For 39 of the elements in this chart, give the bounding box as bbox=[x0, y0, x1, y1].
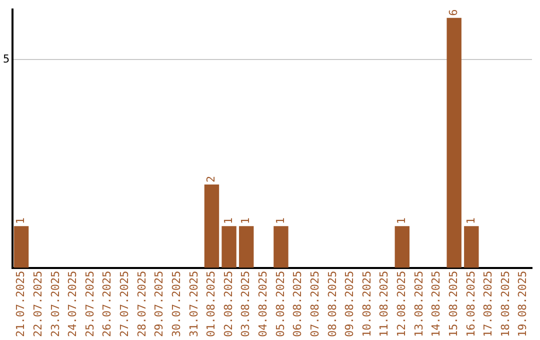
x-tick-label: 18.08.2025 bbox=[498, 270, 512, 338]
x-tick-label: 16.08.2025 bbox=[464, 270, 478, 338]
x-tick-label: 17.08.2025 bbox=[482, 270, 495, 338]
x-tick-label: 30.07.2025 bbox=[170, 270, 183, 338]
x-tick-label: 08.08.2025 bbox=[326, 270, 339, 338]
data-label: 1 bbox=[239, 218, 252, 224]
y-tick-label: 5 bbox=[3, 52, 10, 66]
x-tick-label: 21.07.2025 bbox=[14, 270, 28, 338]
x-tick-label: 22.07.2025 bbox=[31, 270, 44, 338]
x-tick-label: 15.08.2025 bbox=[446, 270, 460, 338]
x-tick-label: 29.07.2025 bbox=[152, 270, 166, 338]
x-tick-label: 13.08.2025 bbox=[412, 270, 426, 338]
data-label: 2 bbox=[204, 176, 218, 182]
x-tick-label: 31.07.2025 bbox=[187, 270, 200, 338]
x-tick-label: 27.07.2025 bbox=[118, 270, 132, 338]
data-label: 1 bbox=[222, 218, 235, 224]
data-label: 1 bbox=[14, 218, 28, 224]
x-tick-label: 25.07.2025 bbox=[83, 270, 96, 338]
x-tick-label: 06.08.2025 bbox=[291, 270, 304, 338]
x-tick-label: 26.07.2025 bbox=[100, 270, 114, 338]
data-label: 1 bbox=[395, 218, 408, 224]
x-tick-label: 10.08.2025 bbox=[360, 270, 374, 338]
x-tick-label: 01.08.2025 bbox=[204, 270, 218, 338]
data-label: 6 bbox=[446, 9, 460, 16]
x-tick-label: 09.08.2025 bbox=[343, 270, 356, 338]
x-tick-label: 04.08.2025 bbox=[256, 270, 270, 338]
x-tick-label: 11.08.2025 bbox=[378, 270, 391, 338]
x-tick-label: 28.07.2025 bbox=[135, 270, 148, 338]
x-tick-label: 05.08.2025 bbox=[274, 270, 287, 338]
x-tick-label: 02.08.2025 bbox=[222, 270, 235, 338]
x-tick-label: 14.08.2025 bbox=[430, 270, 443, 338]
x-tick-label: 24.07.2025 bbox=[66, 270, 80, 338]
x-tick-label: 03.08.2025 bbox=[239, 270, 252, 338]
data-label: 1 bbox=[464, 218, 478, 224]
x-tick-label: 07.08.2025 bbox=[308, 270, 322, 338]
x-tick-label: 23.07.2025 bbox=[48, 270, 62, 338]
data-label: 1 bbox=[274, 218, 287, 224]
x-tick-label: 12.08.2025 bbox=[395, 270, 408, 338]
x-tick-label: 19.08.2025 bbox=[516, 270, 530, 338]
